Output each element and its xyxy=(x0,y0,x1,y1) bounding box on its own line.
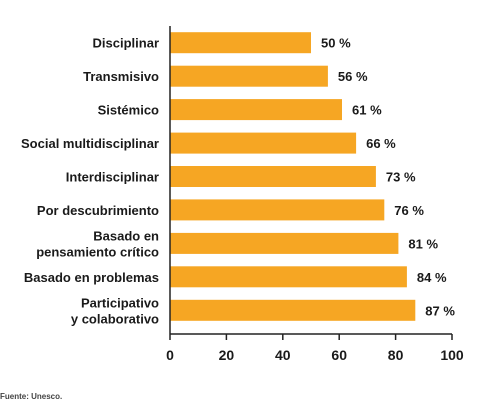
category-label: Transmisivo xyxy=(83,69,159,84)
category-label: Disciplinar xyxy=(93,36,159,51)
bars-group xyxy=(170,32,416,321)
value-label: 56 % xyxy=(338,69,368,84)
category-label: pensamiento crítico xyxy=(36,244,159,259)
category-label: Por descubrimiento xyxy=(37,203,159,218)
value-label: 73 % xyxy=(386,170,416,185)
category-label: Social multidisciplinar xyxy=(21,136,159,151)
category-label: Basado en problemas xyxy=(24,270,159,285)
value-label: 84 % xyxy=(417,270,447,285)
category-label: Interdisciplinar xyxy=(66,170,159,185)
x-tick-label: 100 xyxy=(440,347,464,363)
value-label: 81 % xyxy=(408,236,438,251)
bar xyxy=(170,199,385,221)
category-label: Basado en xyxy=(93,228,159,243)
x-tick-label: 20 xyxy=(219,347,235,363)
value-labels: 50 % 56 % 61 % 66 % 73 % 76 % 81 % 84 % 87 % xyxy=(321,36,455,319)
value-label: 61 % xyxy=(352,103,382,118)
bar xyxy=(170,65,328,87)
category-label: Participativo xyxy=(81,295,159,310)
bar-chart: Disciplinar Transmisivo Sistémico Social mu… xyxy=(21,26,464,363)
value-label: 66 % xyxy=(366,136,396,151)
category-labels: Disciplinar Transmisivo Sistémico Social mu… xyxy=(21,36,159,327)
category-label: y colaborativo xyxy=(71,311,159,326)
bar xyxy=(170,266,407,288)
x-axis-ticks: 0 20 40 60 80 100 xyxy=(166,334,464,363)
bar xyxy=(170,132,357,154)
category-label: Sistémico xyxy=(98,103,159,118)
bar xyxy=(170,99,342,121)
x-tick-label: 40 xyxy=(275,347,291,363)
value-label: 50 % xyxy=(321,36,351,51)
x-tick-label: 0 xyxy=(166,347,174,363)
source-note: Fuente: Unesco. xyxy=(0,392,63,401)
x-tick-label: 80 xyxy=(388,347,404,363)
bar xyxy=(170,32,311,54)
value-label: 87 % xyxy=(425,303,455,318)
x-tick-label: 60 xyxy=(331,347,347,363)
bar xyxy=(170,299,416,321)
bar xyxy=(170,232,399,254)
bar xyxy=(170,166,376,187)
value-label: 76 % xyxy=(394,203,424,218)
